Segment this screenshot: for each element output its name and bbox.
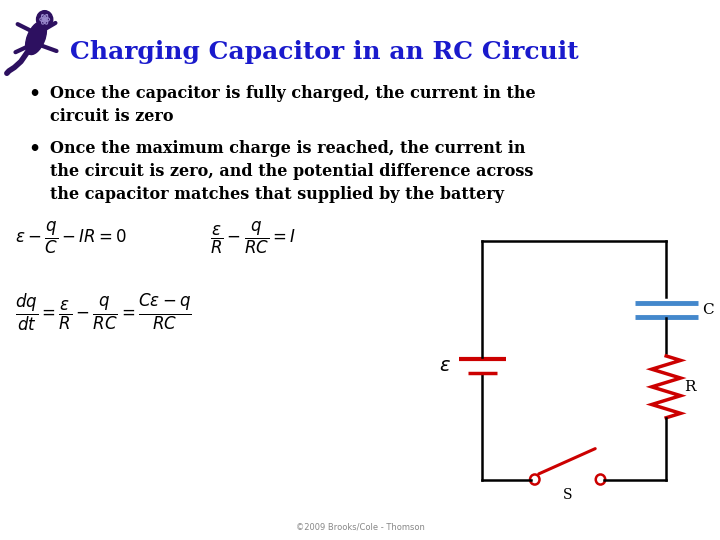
Text: circuit is zero: circuit is zero bbox=[50, 108, 174, 125]
Ellipse shape bbox=[26, 22, 46, 55]
Text: Once the maximum charge is reached, the current in: Once the maximum charge is reached, the … bbox=[50, 140, 526, 157]
Text: S: S bbox=[563, 488, 572, 502]
Circle shape bbox=[43, 18, 46, 21]
Text: •: • bbox=[28, 85, 40, 103]
Text: the circuit is zero, and the potential difference across: the circuit is zero, and the potential d… bbox=[50, 163, 534, 180]
Text: Once the capacitor is fully charged, the current in the: Once the capacitor is fully charged, the… bbox=[50, 85, 536, 102]
Text: the capacitor matches that supplied by the battery: the capacitor matches that supplied by t… bbox=[50, 186, 504, 203]
Text: C: C bbox=[702, 302, 714, 316]
Text: $\varepsilon$: $\varepsilon$ bbox=[438, 357, 451, 375]
Text: ©2009 Brooks/Cole - Thomson: ©2009 Brooks/Cole - Thomson bbox=[296, 523, 424, 532]
Circle shape bbox=[37, 11, 53, 28]
Text: Charging Capacitor in an RC Circuit: Charging Capacitor in an RC Circuit bbox=[70, 40, 579, 64]
Text: $\dfrac{dq}{dt} = \dfrac{\varepsilon}{R} - \dfrac{q}{RC} = \dfrac{C\varepsilon -: $\dfrac{dq}{dt} = \dfrac{\varepsilon}{R}… bbox=[15, 292, 192, 333]
Text: R: R bbox=[685, 380, 696, 394]
Text: $\varepsilon - \dfrac{q}{C} - IR = 0$: $\varepsilon - \dfrac{q}{C} - IR = 0$ bbox=[15, 220, 127, 256]
Text: •: • bbox=[28, 140, 40, 158]
Text: $\dfrac{\varepsilon}{R} - \dfrac{q}{RC} = I$: $\dfrac{\varepsilon}{R} - \dfrac{q}{RC} … bbox=[210, 220, 296, 256]
